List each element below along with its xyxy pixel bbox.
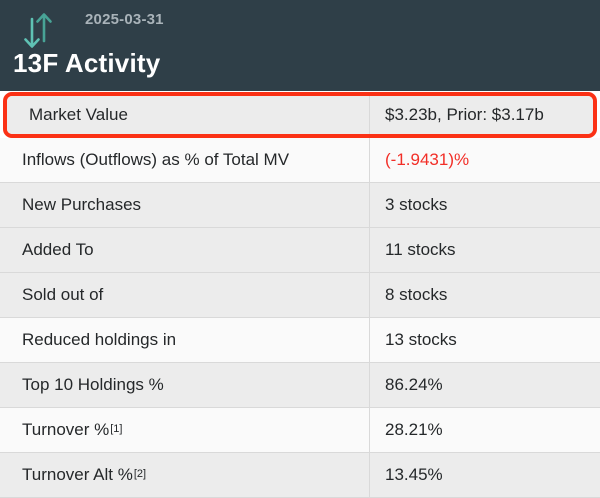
activity-table: Market Value $3.23b, Prior: $3.17b Inflows… <box>0 92 600 498</box>
page-title: 13F Activity <box>13 48 161 78</box>
table-row[interactable]: Turnover % [1] 28.21% <box>0 408 600 453</box>
table-row[interactable]: Top 10 Holdings % 86.24% <box>0 363 600 408</box>
table-row[interactable]: Sold out of 8 stocks <box>0 273 600 318</box>
row-value: 28.21% <box>385 420 443 439</box>
row-label: Top 10 Holdings % <box>0 363 370 407</box>
row-value: 8 stocks <box>385 285 448 304</box>
row-value: $3.23b, Prior: $3.17b <box>385 105 544 124</box>
table-row[interactable]: Added To 11 stocks <box>0 228 600 273</box>
row-value: 11 stocks <box>385 240 456 259</box>
table-row[interactable]: New Purchases 3 stocks <box>0 183 600 228</box>
row-value: 3 stocks <box>385 195 448 214</box>
table-row[interactable]: Reduced holdings in 13 stocks <box>0 318 600 363</box>
row-value: 13 stocks <box>385 330 457 349</box>
row-value: (-1.9431)% <box>385 150 470 169</box>
table-row[interactable]: Market Value $3.23b, Prior: $3.17b <box>7 96 593 134</box>
row-label: Sold out of <box>0 273 370 317</box>
row-label: Reduced holdings in <box>0 318 370 362</box>
row-value: 86.24% <box>385 375 443 394</box>
row-label: New Purchases <box>0 183 370 227</box>
table-row[interactable]: Inflows (Outflows) as % of Total MV (-1.9… <box>0 138 600 183</box>
panel-header: 2025-03-31 13F Activity <box>0 0 600 91</box>
row-label: Added To <box>0 228 370 272</box>
row-label: Inflows (Outflows) as % of Total MV <box>0 138 370 182</box>
row-value: 13.45% <box>385 465 443 484</box>
table-row[interactable]: Turnover Alt % [2] 13.45% <box>0 453 600 498</box>
row-label: Market Value <box>7 96 370 134</box>
row-label: Turnover % [1] <box>0 408 370 452</box>
annotation-highlight-box: Market Value $3.23b, Prior: $3.17b <box>3 92 597 138</box>
report-date: 2025-03-31 <box>85 11 164 28</box>
row-label: Turnover Alt % [2] <box>0 453 370 497</box>
up-down-arrows-icon[interactable] <box>21 7 55 49</box>
